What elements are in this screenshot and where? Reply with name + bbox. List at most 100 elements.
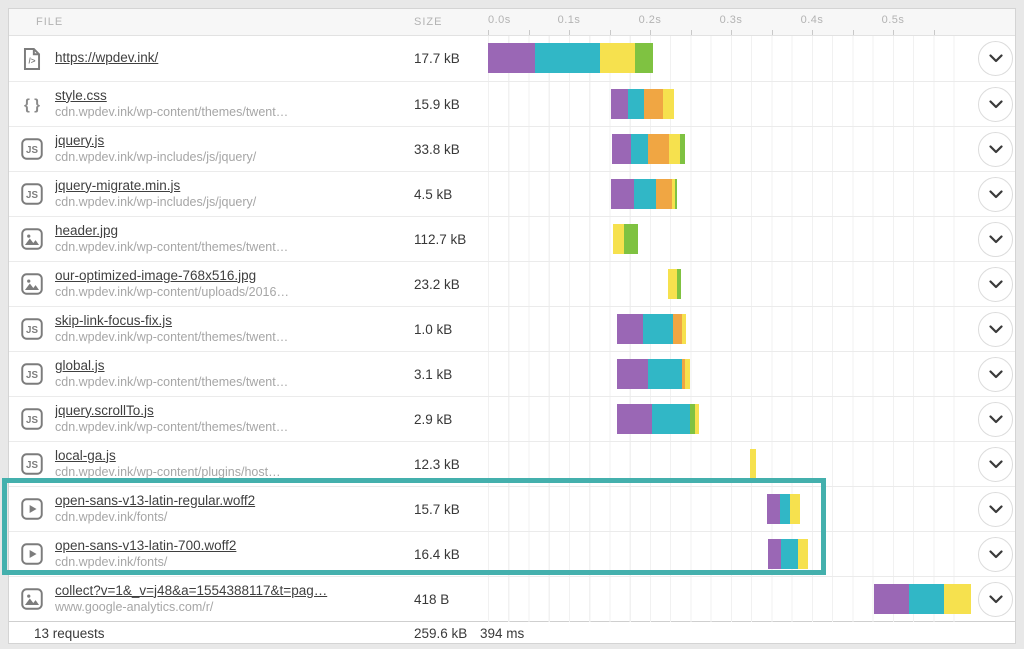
waterfall-bar[interactable] bbox=[488, 43, 654, 73]
chevron-down-icon bbox=[988, 459, 1003, 468]
table-row: JS skip-link-focus-fix.js cdn.wpdev.ink/… bbox=[9, 306, 1015, 352]
bar-segment-teal bbox=[909, 583, 945, 614]
svg-text:/>: /> bbox=[29, 56, 36, 65]
timeline-cell bbox=[486, 171, 966, 217]
svg-text:JS: JS bbox=[26, 415, 38, 426]
file-link[interactable]: style.css bbox=[55, 87, 107, 103]
svg-text:JS: JS bbox=[26, 190, 38, 201]
waterfall-bar[interactable] bbox=[611, 133, 685, 164]
expand-row-button[interactable] bbox=[978, 536, 1013, 572]
chevron-down-icon bbox=[988, 144, 1003, 153]
total-size: 259.6 kB bbox=[414, 625, 468, 641]
bar-segment-yellow bbox=[662, 88, 675, 119]
waterfall-bar[interactable] bbox=[874, 583, 971, 614]
table-row: JS global.js cdn.wpdev.ink/wp-content/th… bbox=[9, 351, 1015, 397]
bar-segment-orange bbox=[681, 358, 685, 389]
file-type-cell: JS bbox=[9, 136, 55, 162]
file-link[interactable]: skip-link-focus-fix.js bbox=[55, 312, 173, 328]
file-cell: https://wpdev.ink/ bbox=[55, 50, 406, 67]
table-row: our-optimized-image-768x516.jpg cdn.wpde… bbox=[9, 261, 1015, 307]
bar-segment-green bbox=[679, 133, 685, 164]
bar-segment-purple bbox=[616, 358, 648, 389]
file-link[interactable]: local-ga.js bbox=[55, 447, 116, 463]
axis-tick-mark bbox=[893, 30, 894, 35]
axis-tick-label: 0.3s bbox=[719, 14, 743, 26]
expand-row-button[interactable] bbox=[978, 401, 1013, 437]
waterfall-bar[interactable] bbox=[616, 358, 691, 389]
axis-tick-label: 0.1s bbox=[557, 14, 581, 26]
file-type-cell: JS bbox=[9, 406, 55, 432]
timeline-cell bbox=[486, 261, 966, 307]
waterfall-bar[interactable] bbox=[768, 538, 808, 569]
total-load-time: 394 ms bbox=[480, 625, 525, 641]
file-link[interactable]: our-optimized-image-768x516.jpg bbox=[55, 267, 257, 283]
file-size: 3.1 kB bbox=[414, 366, 453, 382]
bar-segment-purple bbox=[611, 88, 629, 119]
bar-segment-orange bbox=[655, 178, 672, 209]
file-cell: jquery.js cdn.wpdev.ink/wp-includes/js/j… bbox=[55, 133, 406, 166]
expand-row-button[interactable] bbox=[978, 131, 1013, 167]
image-icon bbox=[19, 226, 45, 252]
expand-row-button[interactable] bbox=[978, 491, 1013, 527]
waterfall-bar[interactable] bbox=[667, 268, 681, 299]
file-link[interactable]: jquery-migrate.min.js bbox=[55, 177, 181, 193]
file-link[interactable]: jquery.js bbox=[55, 132, 105, 148]
file-link[interactable]: jquery.scrollTo.js bbox=[55, 402, 154, 418]
bar-segment-purple bbox=[768, 538, 782, 569]
file-link[interactable]: https://wpdev.ink/ bbox=[55, 50, 159, 66]
chevron-down-icon bbox=[988, 504, 1003, 513]
file-size: 2.9 kB bbox=[414, 411, 453, 427]
bar-segment-yellow bbox=[798, 538, 808, 569]
expand-row-button[interactable] bbox=[978, 41, 1013, 76]
chevron-down-icon bbox=[988, 234, 1003, 243]
waterfall-bar[interactable] bbox=[616, 313, 686, 344]
file-link[interactable]: collect?v=1&_v=j48&a=1554388117&t=pag… bbox=[55, 582, 328, 598]
expand-row-button[interactable] bbox=[978, 176, 1013, 212]
timeline-axis: 0.0s 0.1s 0.2s 0.3s 0.4s 0.5s bbox=[486, 9, 966, 35]
file-cell: local-ga.js cdn.wpdev.ink/wp-content/plu… bbox=[55, 448, 406, 481]
file-url: cdn.wpdev.ink/wp-includes/js/jquery/ bbox=[55, 194, 257, 209]
waterfall-bar[interactable] bbox=[749, 448, 757, 479]
waterfall-bar[interactable] bbox=[612, 223, 638, 254]
bar-segment-green bbox=[675, 178, 678, 209]
waterfall-bar[interactable] bbox=[766, 493, 800, 524]
file-cell: skip-link-focus-fix.js cdn.wpdev.ink/wp-… bbox=[55, 313, 406, 346]
expand-row-button[interactable] bbox=[978, 86, 1013, 122]
expand-row-button[interactable] bbox=[978, 446, 1013, 482]
timeline-cell bbox=[486, 126, 966, 172]
table-row: JS jquery.js cdn.wpdev.ink/wp-includes/j… bbox=[9, 126, 1015, 172]
svg-text:{ }: { } bbox=[24, 96, 40, 113]
file-size: 112.7 kB bbox=[414, 231, 467, 247]
bar-segment-teal bbox=[651, 403, 691, 434]
expand-row-button[interactable] bbox=[978, 356, 1013, 392]
file-cell: open-sans-v13-latin-700.woff2 cdn.wpdev.… bbox=[55, 538, 406, 571]
expand-row-button[interactable] bbox=[978, 266, 1013, 302]
file-url: cdn.wpdev.ink/wp-content/themes/twent… bbox=[55, 419, 289, 434]
file-link[interactable]: header.jpg bbox=[55, 222, 119, 238]
expand-cell bbox=[966, 311, 1015, 347]
svg-text:JS: JS bbox=[26, 325, 38, 336]
expand-row-button[interactable] bbox=[978, 221, 1013, 257]
axis-tick-mark bbox=[650, 30, 651, 35]
table-header: FILE SIZE 0.0s 0.1s 0.2s 0.3s 0.4s 0.5s bbox=[9, 9, 1015, 36]
waterfall-bar[interactable] bbox=[611, 178, 678, 209]
waterfall-bar[interactable] bbox=[611, 88, 675, 119]
bar-segment-teal bbox=[633, 178, 656, 209]
file-link[interactable]: global.js bbox=[55, 357, 105, 373]
timeline-cell bbox=[486, 531, 966, 577]
file-link[interactable]: open-sans-v13-latin-700.woff2 bbox=[55, 537, 237, 553]
file-type-cell: { } bbox=[9, 91, 55, 117]
bar-segment-yellow bbox=[667, 268, 677, 299]
expand-row-button[interactable] bbox=[978, 311, 1013, 347]
bar-segment-teal bbox=[630, 133, 649, 164]
expand-row-button[interactable] bbox=[978, 581, 1013, 617]
file-link[interactable]: open-sans-v13-latin-regular.woff2 bbox=[55, 492, 256, 508]
file-url: cdn.wpdev.ink/wp-includes/js/jquery/ bbox=[55, 149, 257, 164]
axis-tick-label: 0.0s bbox=[488, 14, 511, 26]
expand-cell bbox=[966, 446, 1015, 482]
file-url: cdn.wpdev.ink/wp-content/plugins/host… bbox=[55, 464, 281, 479]
waterfall-bar[interactable] bbox=[616, 403, 700, 434]
axis-tick-mark bbox=[933, 30, 935, 35]
file-type-cell bbox=[9, 541, 55, 567]
file-type-cell: JS bbox=[9, 316, 55, 342]
